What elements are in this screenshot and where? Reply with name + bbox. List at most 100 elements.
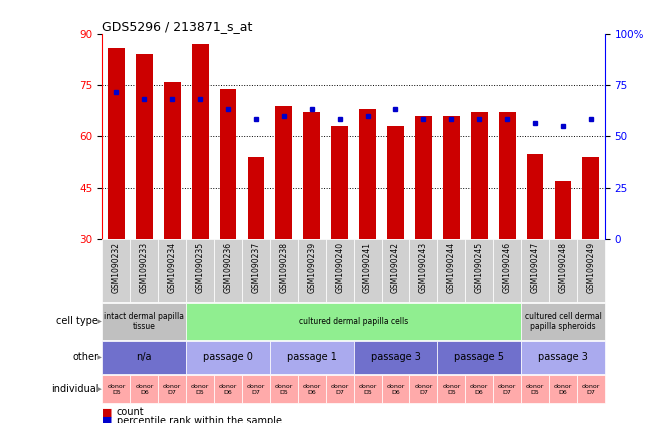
Text: GSM1090234: GSM1090234	[168, 242, 176, 293]
Bar	[438, 375, 465, 404]
Text: GSM1090246: GSM1090246	[502, 242, 512, 293]
Text: donor
D5: donor D5	[275, 384, 293, 395]
Bar	[192, 44, 208, 239]
Bar	[549, 239, 577, 302]
Bar	[219, 88, 237, 239]
Bar	[493, 375, 521, 404]
Text: ■: ■	[102, 407, 113, 418]
Text: passage 3: passage 3	[371, 352, 420, 363]
Text: GSM1090244: GSM1090244	[447, 242, 456, 293]
Text: cultured dermal papilla cells: cultured dermal papilla cells	[299, 317, 408, 326]
Text: GSM1090249: GSM1090249	[586, 242, 596, 293]
Bar	[326, 375, 354, 404]
Bar	[493, 239, 521, 302]
Text: GSM1090243: GSM1090243	[419, 242, 428, 293]
Text: GSM1090232: GSM1090232	[112, 242, 121, 293]
Bar	[136, 55, 153, 239]
Bar	[102, 303, 186, 340]
Text: cell type: cell type	[56, 316, 98, 327]
Text: percentile rank within the sample: percentile rank within the sample	[117, 416, 282, 423]
Bar	[242, 375, 270, 404]
Bar	[298, 375, 326, 404]
Text: donor
D6: donor D6	[554, 384, 572, 395]
Text: donor
D5: donor D5	[107, 384, 126, 395]
Text: ■: ■	[102, 416, 113, 423]
Bar	[214, 239, 242, 302]
Text: GSM1090245: GSM1090245	[475, 242, 484, 293]
Text: donor
D6: donor D6	[303, 384, 321, 395]
Bar	[381, 239, 409, 302]
Text: passage 5: passage 5	[454, 352, 504, 363]
Bar	[359, 109, 376, 239]
Bar	[409, 239, 438, 302]
Text: GSM1090233: GSM1090233	[140, 242, 149, 293]
Bar	[102, 239, 130, 302]
Bar	[186, 303, 521, 340]
Text: passage 3: passage 3	[538, 352, 588, 363]
Text: donor
D7: donor D7	[414, 384, 432, 395]
Bar	[354, 239, 381, 302]
Text: GSM1090247: GSM1090247	[531, 242, 539, 293]
Text: donor
D5: donor D5	[526, 384, 544, 395]
Bar	[108, 47, 125, 239]
Bar	[242, 239, 270, 302]
Text: donor
D7: donor D7	[247, 384, 265, 395]
Text: individual: individual	[51, 384, 98, 394]
Text: GSM1090236: GSM1090236	[223, 242, 233, 293]
Bar	[582, 157, 600, 239]
Bar	[438, 239, 465, 302]
Text: GSM1090248: GSM1090248	[559, 242, 567, 293]
Bar	[471, 113, 488, 239]
Bar	[130, 239, 158, 302]
Bar	[521, 239, 549, 302]
Bar	[331, 126, 348, 239]
Bar	[354, 341, 438, 374]
Text: donor
D7: donor D7	[330, 384, 349, 395]
Bar	[270, 341, 354, 374]
Text: donor
D6: donor D6	[219, 384, 237, 395]
Bar	[354, 375, 381, 404]
Bar	[387, 126, 404, 239]
Text: GSM1090242: GSM1090242	[391, 242, 400, 293]
Text: n/a: n/a	[137, 352, 152, 363]
Bar	[186, 239, 214, 302]
Text: GSM1090240: GSM1090240	[335, 242, 344, 293]
Bar	[186, 375, 214, 404]
Text: donor
D7: donor D7	[582, 384, 600, 395]
Bar	[130, 375, 158, 404]
Text: GSM1090237: GSM1090237	[251, 242, 260, 293]
Text: GSM1090235: GSM1090235	[196, 242, 205, 293]
Text: passage 1: passage 1	[287, 352, 336, 363]
Text: donor
D6: donor D6	[386, 384, 405, 395]
Text: donor
D5: donor D5	[442, 384, 461, 395]
Bar	[465, 375, 493, 404]
Bar	[577, 239, 605, 302]
Text: other: other	[72, 352, 98, 363]
Bar	[521, 375, 549, 404]
Bar	[276, 106, 292, 239]
Bar	[303, 113, 320, 239]
Text: GSM1090238: GSM1090238	[280, 242, 288, 293]
Text: donor
D6: donor D6	[470, 384, 488, 395]
Bar	[298, 239, 326, 302]
Bar	[164, 82, 180, 239]
Text: donor
D5: donor D5	[358, 384, 377, 395]
Bar	[381, 375, 409, 404]
Bar	[521, 303, 605, 340]
Text: donor
D7: donor D7	[163, 384, 181, 395]
Text: GSM1090241: GSM1090241	[363, 242, 372, 293]
Bar	[521, 341, 605, 374]
Text: count: count	[117, 407, 145, 418]
Text: GSM1090239: GSM1090239	[307, 242, 316, 293]
Text: cultured cell dermal
papilla spheroids: cultured cell dermal papilla spheroids	[525, 312, 602, 331]
Bar	[415, 116, 432, 239]
Text: GDS5296 / 213871_s_at: GDS5296 / 213871_s_at	[102, 20, 253, 33]
Bar	[409, 375, 438, 404]
Text: donor
D7: donor D7	[498, 384, 516, 395]
Text: intact dermal papilla
tissue: intact dermal papilla tissue	[104, 312, 184, 331]
Bar	[326, 239, 354, 302]
Bar	[549, 375, 577, 404]
Text: donor
D6: donor D6	[135, 384, 153, 395]
Bar	[214, 375, 242, 404]
Bar	[270, 239, 298, 302]
